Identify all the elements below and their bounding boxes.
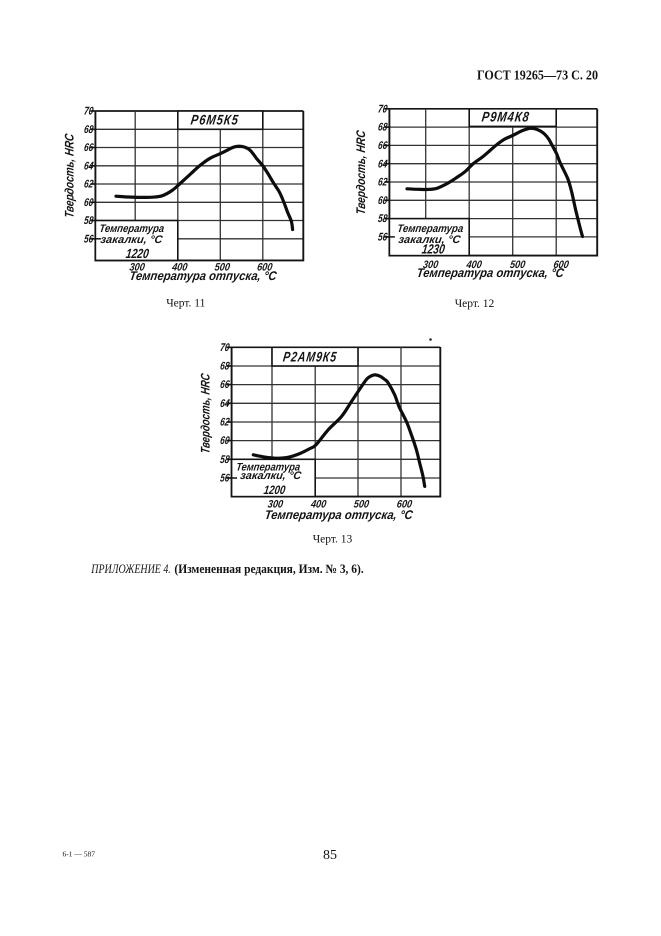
svg-text:Черт. 11: Черт. 11 — [166, 298, 205, 310]
svg-text:56: 56 — [219, 473, 230, 485]
svg-text:Температура: Температура — [99, 223, 165, 235]
svg-text:Р2АМ9К5: Р2АМ9К5 — [282, 349, 338, 365]
svg-text:500: 500 — [353, 499, 370, 511]
svg-text:70: 70 — [377, 103, 388, 115]
svg-text:закалки, °С: закалки, °С — [239, 470, 303, 482]
svg-text:Твердость, HRC: Твердость, HRC — [63, 132, 77, 219]
svg-text:Температура отпуска, °С: Температура отпуска, °С — [129, 269, 279, 283]
svg-text:Твердость, HRC: Твердость, HRC — [198, 372, 212, 455]
svg-text:ГОСТ 19265—73 С. 20: ГОСТ 19265—73 С. 20 — [477, 68, 598, 83]
svg-text:70: 70 — [83, 106, 94, 118]
svg-text:300: 300 — [422, 259, 439, 271]
svg-text:64: 64 — [219, 398, 230, 410]
svg-text:Температура: Температура — [396, 223, 464, 235]
svg-text:68: 68 — [377, 122, 388, 134]
svg-text:600: 600 — [553, 259, 570, 271]
svg-text:500: 500 — [509, 259, 526, 271]
svg-text:60: 60 — [219, 435, 230, 447]
svg-text:70: 70 — [219, 342, 230, 354]
svg-text:68: 68 — [83, 124, 94, 136]
svg-text:400: 400 — [170, 262, 188, 274]
svg-text:62: 62 — [83, 179, 94, 191]
svg-text:66: 66 — [83, 142, 94, 154]
svg-text:Черт. 12: Черт. 12 — [455, 298, 495, 310]
svg-text:Р9М4К8: Р9М4К8 — [481, 109, 531, 125]
svg-text:400: 400 — [465, 259, 483, 271]
svg-text:6-1 — 587: 6-1 — 587 — [63, 850, 96, 859]
svg-text:60: 60 — [377, 195, 388, 207]
svg-text:300: 300 — [267, 499, 284, 511]
svg-text:58: 58 — [377, 213, 388, 225]
svg-text:600: 600 — [396, 499, 413, 511]
svg-text:(Измененная редакция, Изм. № 3: (Измененная редакция, Изм. № 3, 6). — [174, 562, 363, 576]
svg-text:68: 68 — [219, 361, 230, 373]
svg-text:60: 60 — [83, 197, 94, 209]
svg-text:58: 58 — [83, 215, 94, 227]
svg-text:400: 400 — [309, 499, 327, 511]
svg-text:ПРИЛОЖЕНИЕ 4.: ПРИЛОЖЕНИЕ 4. — [91, 562, 171, 576]
svg-text:56: 56 — [83, 233, 94, 245]
svg-text:56: 56 — [377, 232, 388, 244]
svg-text:300: 300 — [129, 262, 146, 274]
svg-text:62: 62 — [377, 177, 388, 189]
svg-text:Температура: Температура — [235, 462, 301, 474]
svg-text:1230: 1230 — [421, 242, 446, 257]
svg-text:62: 62 — [219, 417, 230, 429]
svg-text:64: 64 — [377, 158, 388, 170]
svg-text:1220: 1220 — [125, 246, 150, 261]
svg-text:Температура отпуска, °С: Температура отпуска, °С — [264, 508, 415, 522]
svg-text:закалки, °С: закалки, °С — [100, 234, 165, 246]
svg-text:600: 600 — [256, 262, 273, 274]
svg-text:58: 58 — [219, 454, 230, 466]
svg-text:закалки, °С: закалки, °С — [398, 234, 463, 246]
svg-text:66: 66 — [377, 140, 388, 152]
svg-text:1200: 1200 — [263, 483, 287, 497]
svg-text:Твердость, HRC: Твердость, HRC — [354, 129, 368, 216]
svg-text:Р6М5К5: Р6М5К5 — [190, 112, 240, 128]
svg-text:85: 85 — [323, 848, 337, 863]
svg-text:500: 500 — [214, 262, 231, 274]
svg-text:64: 64 — [83, 160, 94, 172]
svg-text:66: 66 — [219, 379, 230, 391]
svg-text:Черт. 13: Черт. 13 — [313, 533, 353, 545]
svg-text:Температура отпуска, °С: Температура отпуска, °С — [416, 266, 566, 280]
